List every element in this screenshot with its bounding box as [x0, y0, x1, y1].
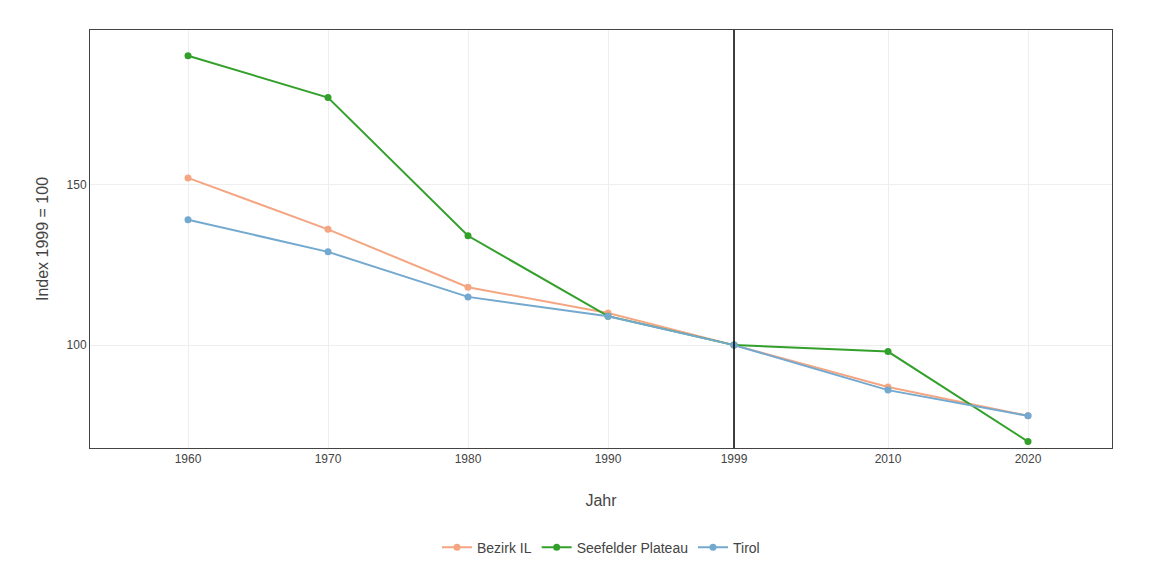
svg-text:1970: 1970	[315, 452, 342, 466]
svg-text:2020: 2020	[1015, 452, 1042, 466]
svg-text:1999: 1999	[721, 452, 748, 466]
svg-text:Tirol: Tirol	[733, 540, 760, 556]
svg-text:1960: 1960	[175, 452, 202, 466]
svg-text:100: 100	[67, 338, 87, 352]
svg-text:Bezirk IL: Bezirk IL	[477, 540, 532, 556]
svg-text:Index 1999 = 100: Index 1999 = 100	[34, 177, 51, 301]
svg-text:2010: 2010	[875, 452, 902, 466]
svg-text:Seefelder Plateau: Seefelder Plateau	[577, 540, 688, 556]
svg-text:1980: 1980	[455, 452, 482, 466]
svg-text:1990: 1990	[595, 452, 622, 466]
svg-text:Jahr: Jahr	[585, 492, 617, 509]
svg-text:150: 150	[67, 178, 87, 192]
